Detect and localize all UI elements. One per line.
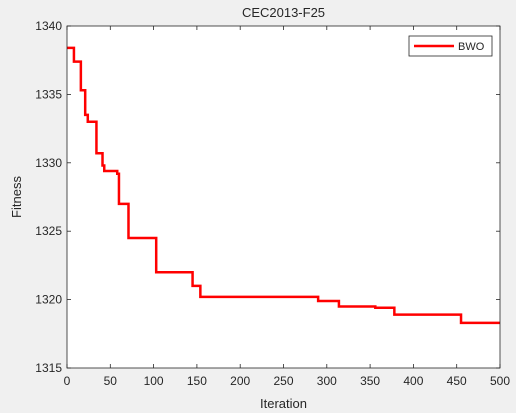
x-tick-label: 450 — [447, 374, 467, 388]
y-tick-label: 1330 — [35, 156, 62, 170]
x-tick-label: 500 — [490, 374, 510, 388]
y-axis-label: Fitness — [9, 176, 24, 218]
y-tick-label: 1340 — [35, 19, 62, 33]
x-tick-label: 200 — [230, 374, 250, 388]
x-tick-label: 150 — [187, 374, 207, 388]
x-tick-label: 350 — [360, 374, 380, 388]
x-axis-label: Iteration — [260, 396, 307, 411]
y-tick-label: 1335 — [35, 87, 62, 101]
x-tick-label: 100 — [144, 374, 164, 388]
y-tick-label: 1320 — [35, 293, 62, 307]
y-tick-label: 1325 — [35, 224, 62, 238]
plot-area — [67, 26, 500, 368]
chart-title: CEC2013-F25 — [242, 5, 325, 20]
series-line-bwo — [67, 46, 500, 325]
series-layer — [67, 46, 500, 325]
y-tick-label: 1315 — [35, 361, 62, 375]
legend: BWO — [408, 35, 493, 57]
x-tick-label: 50 — [104, 374, 118, 388]
x-tick-label: 400 — [403, 374, 423, 388]
legend-label-bwo: BWO — [458, 41, 485, 53]
x-tick-label: 300 — [317, 374, 337, 388]
x-tick-label: 0 — [64, 374, 71, 388]
x-tick-label: 250 — [273, 374, 293, 388]
ticks-layer: 0 50 100 150 200 250 300 350 400 450 500 1315 1320 13… — [35, 19, 510, 388]
